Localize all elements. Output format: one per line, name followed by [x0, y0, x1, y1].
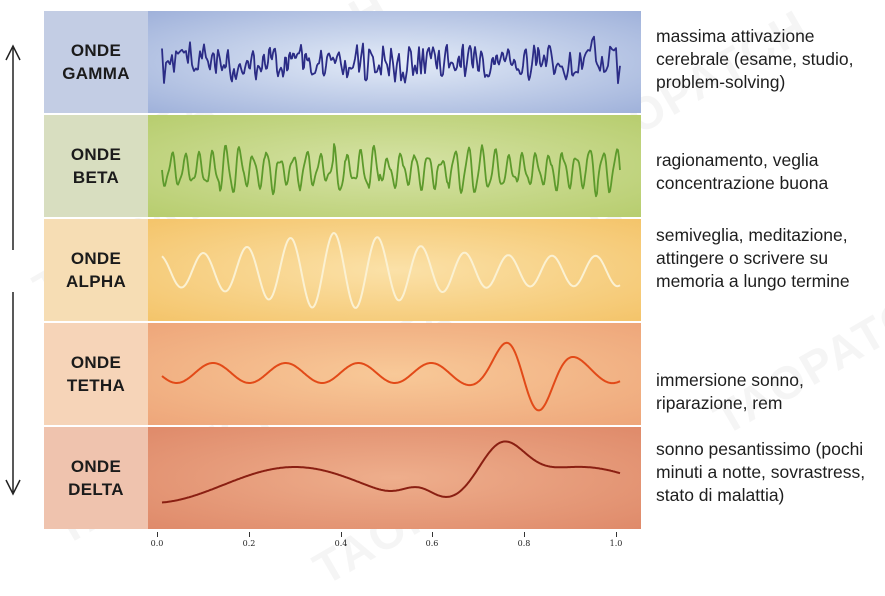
wave-path: [161, 232, 621, 309]
watermark: TAOPATCH: [704, 269, 885, 445]
band-label: ONDE BETA: [44, 115, 148, 217]
arrow-down-icon: [5, 292, 21, 496]
tick-mark: [616, 532, 617, 537]
band-label-line2: ALPHA: [65, 272, 127, 291]
tick-mark: [341, 532, 342, 537]
band-label-line1: ONDE: [70, 145, 122, 164]
band-label-line1: ONDE: [70, 353, 122, 372]
wave-gamma: [161, 35, 621, 85]
wave-beta: [161, 143, 621, 198]
band-label-line2: BETA: [72, 168, 120, 187]
tick-mark: [524, 532, 525, 537]
tick-mark: [249, 532, 250, 537]
band-label-line2: DELTA: [68, 480, 124, 499]
wave-path: [161, 35, 621, 85]
description-alpha: semiveglia, meditazione, attingere o scr…: [656, 225, 850, 291]
wave-delta: [161, 440, 621, 504]
tick-label: 0.2: [242, 539, 256, 548]
band-label: ONDE DELTA: [44, 427, 148, 529]
band-plot: [148, 427, 641, 529]
description-tetha: immersione sonno, riparazione, rem: [656, 370, 804, 413]
band-label-line1: ONDE: [70, 249, 122, 268]
tick-mark: [432, 532, 433, 537]
band-label-line1: ONDE: [70, 457, 122, 476]
band-label-line1: ONDE: [70, 41, 122, 60]
wave-path: [161, 143, 621, 198]
wave-tetha: [161, 341, 621, 412]
wave-alpha: [161, 232, 621, 309]
arrow-up-icon: [5, 44, 21, 250]
band-label-line2: TETHA: [66, 376, 126, 395]
description-gamma: massima attivazione cerebrale (esame, st…: [656, 26, 854, 92]
tick-mark: [157, 532, 158, 537]
band-beta: ONDE BETA: [44, 115, 641, 217]
description-delta: sonno pesantissimo (pochi minuti a notte…: [656, 439, 866, 505]
band-label: ONDE TETHA: [44, 323, 148, 425]
activation-arrows: [5, 44, 21, 496]
tick-label: 0.4: [334, 539, 348, 548]
band-label-line2: GAMMA: [62, 64, 130, 83]
tick-label: 1.0: [609, 539, 623, 548]
band-label: ONDE GAMMA: [44, 11, 148, 113]
tick-label: 0.0: [150, 539, 164, 548]
band-tetha: ONDE TETHA: [44, 323, 641, 425]
wave-path: [161, 440, 621, 504]
wave-path: [161, 341, 621, 412]
tick-label: 0.8: [517, 539, 531, 548]
description-beta: ragionamento, veglia concentrazione buon…: [656, 150, 829, 193]
band-delta: ONDE DELTA: [44, 427, 641, 529]
band-gamma: ONDE GAMMA: [44, 11, 641, 113]
tick-label: 0.6: [425, 539, 439, 548]
band-label: ONDE ALPHA: [44, 219, 148, 321]
band-alpha: ONDE ALPHA: [44, 219, 641, 321]
band-plot: [148, 219, 641, 321]
band-plot: [148, 11, 641, 113]
